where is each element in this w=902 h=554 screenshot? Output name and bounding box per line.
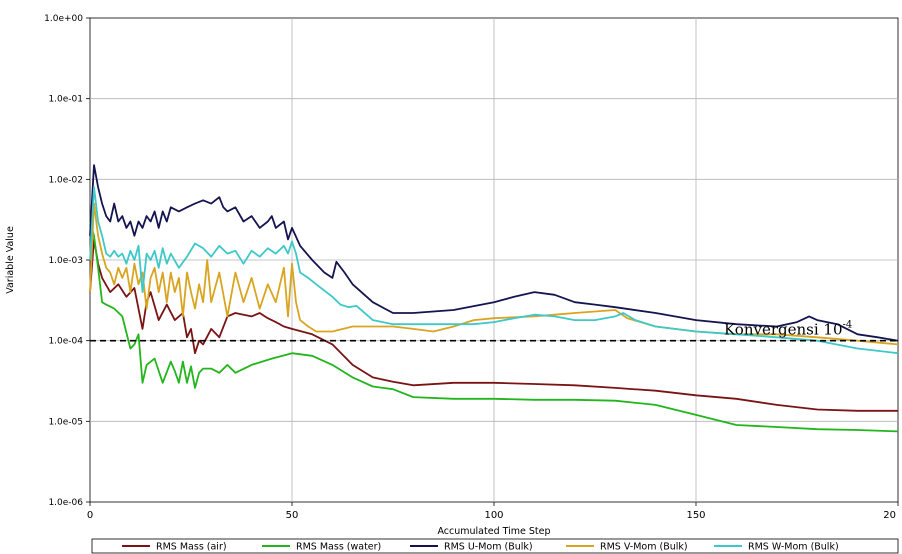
x-tick-label: 150	[686, 510, 705, 521]
legend: RMS Mass (air) RMS Mass (water) RMS U-Mom …	[122, 542, 839, 553]
legend-label: RMS W-Mom (Bulk)	[748, 542, 839, 553]
x-axis-ticks: 0 50 100 150 20	[87, 502, 899, 521]
legend-label: RMS Mass (water)	[296, 542, 381, 553]
x-tick-label: 0	[87, 510, 93, 521]
y-tick-label: 1.0e+00	[44, 14, 83, 24]
y-axis-label: Variable Value	[5, 226, 16, 294]
y-axis-ticks: 1.0e+00 1.0e-01 1.0e-02 1.0e-03 1.0e-04 1.0e-…	[44, 14, 90, 508]
y-tick-label: 1.0e-01	[48, 95, 83, 105]
series-line-rms-mass-air	[89, 238, 898, 412]
series-line-rms-u-mom-bulk	[89, 164, 899, 342]
y-tick-label: 1.0e-04	[48, 337, 83, 347]
legend-label: RMS V-Mom (Bulk)	[600, 542, 688, 553]
legend-label: RMS Mass (air)	[156, 542, 227, 553]
legend-label: RMS U-Mom (Bulk)	[444, 542, 533, 553]
convergence-annotation: Konvergensi 10-4	[724, 320, 852, 339]
series-line-rms-w-mom-bulk	[89, 186, 899, 355]
y-tick-label: 1.0e-03	[48, 256, 83, 266]
y-tick-label: 1.0e-05	[48, 417, 83, 427]
x-tick-label: 20	[883, 510, 896, 521]
series-lines	[89, 164, 899, 433]
series-line-rms-mass-water	[89, 221, 899, 433]
legend-box	[91, 538, 899, 554]
x-tick-label: 50	[286, 510, 299, 521]
y-tick-label: 1.0e-02	[48, 175, 83, 185]
y-tick-label: 1.0e-06	[48, 498, 83, 508]
x-tick-label: 100	[484, 510, 503, 521]
x-axis-label: Accumulated Time Step	[437, 526, 550, 537]
